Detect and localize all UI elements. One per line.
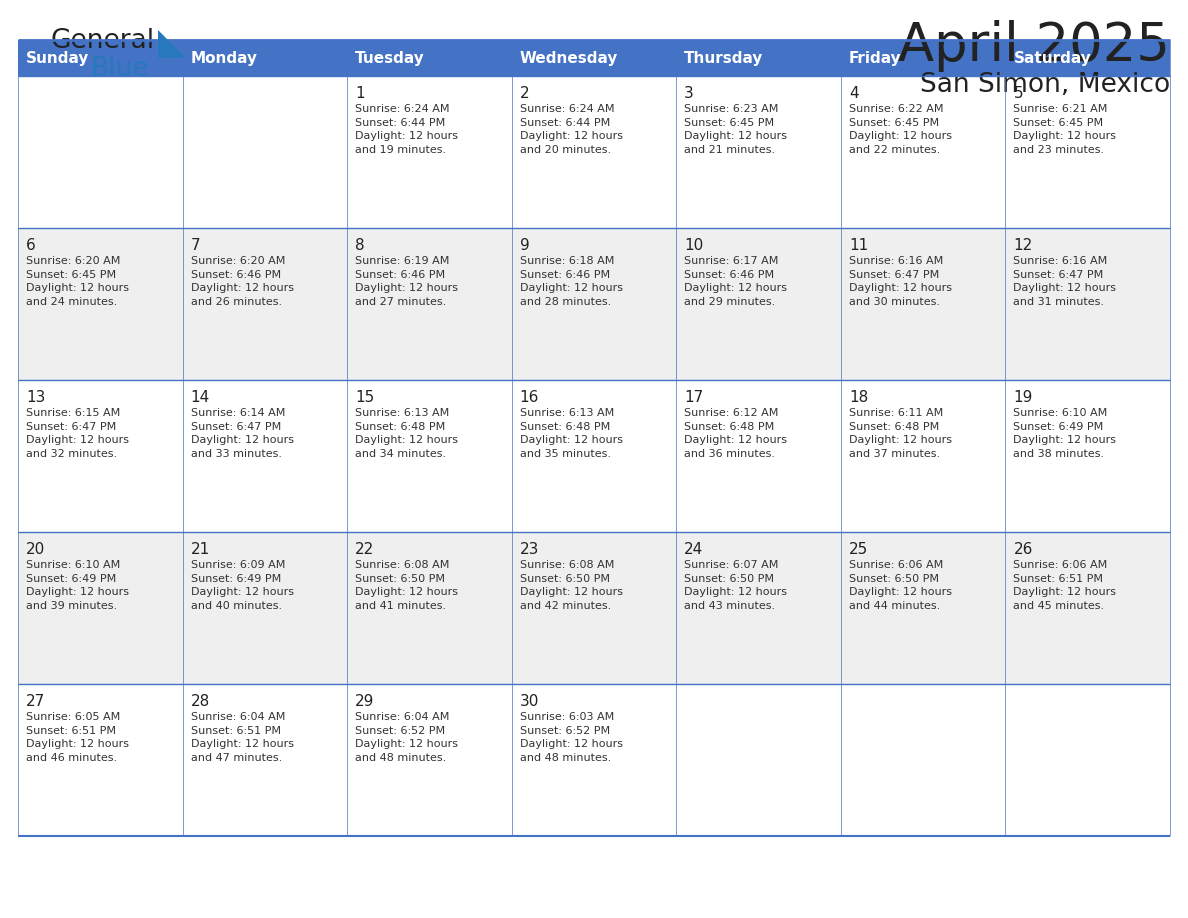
Bar — [18, 532, 1170, 684]
Text: 21: 21 — [190, 542, 210, 557]
Text: 14: 14 — [190, 390, 210, 405]
Text: 6: 6 — [26, 238, 36, 253]
Text: Sunrise: 6:03 AM
Sunset: 6:52 PM
Daylight: 12 hours
and 48 minutes.: Sunrise: 6:03 AM Sunset: 6:52 PM Dayligh… — [519, 712, 623, 763]
Text: 19: 19 — [1013, 390, 1032, 405]
Text: 3: 3 — [684, 86, 694, 101]
Text: Sunrise: 6:07 AM
Sunset: 6:50 PM
Daylight: 12 hours
and 43 minutes.: Sunrise: 6:07 AM Sunset: 6:50 PM Dayligh… — [684, 560, 788, 610]
Text: Sunrise: 6:04 AM
Sunset: 6:52 PM
Daylight: 12 hours
and 48 minutes.: Sunrise: 6:04 AM Sunset: 6:52 PM Dayligh… — [355, 712, 459, 763]
Text: Sunrise: 6:10 AM
Sunset: 6:49 PM
Daylight: 12 hours
and 39 minutes.: Sunrise: 6:10 AM Sunset: 6:49 PM Dayligh… — [26, 560, 129, 610]
Text: 27: 27 — [26, 694, 45, 709]
Text: April 2025: April 2025 — [898, 20, 1170, 72]
Text: Sunrise: 6:13 AM
Sunset: 6:48 PM
Daylight: 12 hours
and 34 minutes.: Sunrise: 6:13 AM Sunset: 6:48 PM Dayligh… — [355, 408, 459, 459]
Text: Sunrise: 6:13 AM
Sunset: 6:48 PM
Daylight: 12 hours
and 35 minutes.: Sunrise: 6:13 AM Sunset: 6:48 PM Dayligh… — [519, 408, 623, 459]
Text: 13: 13 — [26, 390, 45, 405]
Text: 10: 10 — [684, 238, 703, 253]
Text: San Simon, Mexico: San Simon, Mexico — [920, 72, 1170, 98]
Text: Sunrise: 6:11 AM
Sunset: 6:48 PM
Daylight: 12 hours
and 37 minutes.: Sunrise: 6:11 AM Sunset: 6:48 PM Dayligh… — [849, 408, 952, 459]
Bar — [18, 380, 1170, 532]
Text: 1: 1 — [355, 86, 365, 101]
Text: Tuesday: Tuesday — [355, 50, 425, 65]
Text: Sunrise: 6:16 AM
Sunset: 6:47 PM
Daylight: 12 hours
and 30 minutes.: Sunrise: 6:16 AM Sunset: 6:47 PM Dayligh… — [849, 256, 952, 307]
Text: 20: 20 — [26, 542, 45, 557]
Text: Monday: Monday — [190, 50, 258, 65]
Text: Sunrise: 6:20 AM
Sunset: 6:45 PM
Daylight: 12 hours
and 24 minutes.: Sunrise: 6:20 AM Sunset: 6:45 PM Dayligh… — [26, 256, 129, 307]
Polygon shape — [158, 30, 187, 58]
Text: 26: 26 — [1013, 542, 1032, 557]
Text: 30: 30 — [519, 694, 539, 709]
Text: 8: 8 — [355, 238, 365, 253]
Text: General: General — [50, 28, 154, 54]
Bar — [18, 228, 1170, 380]
Text: Sunrise: 6:20 AM
Sunset: 6:46 PM
Daylight: 12 hours
and 26 minutes.: Sunrise: 6:20 AM Sunset: 6:46 PM Dayligh… — [190, 256, 293, 307]
Text: Sunrise: 6:04 AM
Sunset: 6:51 PM
Daylight: 12 hours
and 47 minutes.: Sunrise: 6:04 AM Sunset: 6:51 PM Dayligh… — [190, 712, 293, 763]
Text: Sunrise: 6:09 AM
Sunset: 6:49 PM
Daylight: 12 hours
and 40 minutes.: Sunrise: 6:09 AM Sunset: 6:49 PM Dayligh… — [190, 560, 293, 610]
Bar — [18, 40, 1170, 76]
Text: 22: 22 — [355, 542, 374, 557]
Text: Sunrise: 6:19 AM
Sunset: 6:46 PM
Daylight: 12 hours
and 27 minutes.: Sunrise: 6:19 AM Sunset: 6:46 PM Dayligh… — [355, 256, 459, 307]
Bar — [18, 684, 1170, 836]
Text: Sunrise: 6:05 AM
Sunset: 6:51 PM
Daylight: 12 hours
and 46 minutes.: Sunrise: 6:05 AM Sunset: 6:51 PM Dayligh… — [26, 712, 129, 763]
Text: Sunrise: 6:10 AM
Sunset: 6:49 PM
Daylight: 12 hours
and 38 minutes.: Sunrise: 6:10 AM Sunset: 6:49 PM Dayligh… — [1013, 408, 1117, 459]
Text: 18: 18 — [849, 390, 868, 405]
Text: 11: 11 — [849, 238, 868, 253]
Text: 23: 23 — [519, 542, 539, 557]
Text: 17: 17 — [684, 390, 703, 405]
Text: 16: 16 — [519, 390, 539, 405]
Text: 4: 4 — [849, 86, 859, 101]
Text: Sunrise: 6:22 AM
Sunset: 6:45 PM
Daylight: 12 hours
and 22 minutes.: Sunrise: 6:22 AM Sunset: 6:45 PM Dayligh… — [849, 104, 952, 155]
Text: 9: 9 — [519, 238, 530, 253]
Text: 24: 24 — [684, 542, 703, 557]
Text: Sunrise: 6:18 AM
Sunset: 6:46 PM
Daylight: 12 hours
and 28 minutes.: Sunrise: 6:18 AM Sunset: 6:46 PM Dayligh… — [519, 256, 623, 307]
Text: Friday: Friday — [849, 50, 902, 65]
Text: 28: 28 — [190, 694, 210, 709]
Text: 12: 12 — [1013, 238, 1032, 253]
Text: Blue: Blue — [90, 56, 148, 82]
Text: Sunrise: 6:15 AM
Sunset: 6:47 PM
Daylight: 12 hours
and 32 minutes.: Sunrise: 6:15 AM Sunset: 6:47 PM Dayligh… — [26, 408, 129, 459]
Text: Thursday: Thursday — [684, 50, 764, 65]
Text: Sunrise: 6:17 AM
Sunset: 6:46 PM
Daylight: 12 hours
and 29 minutes.: Sunrise: 6:17 AM Sunset: 6:46 PM Dayligh… — [684, 256, 788, 307]
Text: 5: 5 — [1013, 86, 1023, 101]
Text: Sunday: Sunday — [26, 50, 89, 65]
Text: Sunrise: 6:14 AM
Sunset: 6:47 PM
Daylight: 12 hours
and 33 minutes.: Sunrise: 6:14 AM Sunset: 6:47 PM Dayligh… — [190, 408, 293, 459]
Text: Sunrise: 6:06 AM
Sunset: 6:50 PM
Daylight: 12 hours
and 44 minutes.: Sunrise: 6:06 AM Sunset: 6:50 PM Dayligh… — [849, 560, 952, 610]
Text: 29: 29 — [355, 694, 374, 709]
Text: Sunrise: 6:12 AM
Sunset: 6:48 PM
Daylight: 12 hours
and 36 minutes.: Sunrise: 6:12 AM Sunset: 6:48 PM Dayligh… — [684, 408, 788, 459]
Text: Sunrise: 6:16 AM
Sunset: 6:47 PM
Daylight: 12 hours
and 31 minutes.: Sunrise: 6:16 AM Sunset: 6:47 PM Dayligh… — [1013, 256, 1117, 307]
Bar — [18, 76, 1170, 228]
Text: Wednesday: Wednesday — [519, 50, 618, 65]
Text: 25: 25 — [849, 542, 868, 557]
Text: Sunrise: 6:23 AM
Sunset: 6:45 PM
Daylight: 12 hours
and 21 minutes.: Sunrise: 6:23 AM Sunset: 6:45 PM Dayligh… — [684, 104, 788, 155]
Text: Sunrise: 6:06 AM
Sunset: 6:51 PM
Daylight: 12 hours
and 45 minutes.: Sunrise: 6:06 AM Sunset: 6:51 PM Dayligh… — [1013, 560, 1117, 610]
Text: Saturday: Saturday — [1013, 50, 1092, 65]
Text: 7: 7 — [190, 238, 201, 253]
Text: Sunrise: 6:08 AM
Sunset: 6:50 PM
Daylight: 12 hours
and 41 minutes.: Sunrise: 6:08 AM Sunset: 6:50 PM Dayligh… — [355, 560, 459, 610]
Text: 2: 2 — [519, 86, 530, 101]
Text: Sunrise: 6:21 AM
Sunset: 6:45 PM
Daylight: 12 hours
and 23 minutes.: Sunrise: 6:21 AM Sunset: 6:45 PM Dayligh… — [1013, 104, 1117, 155]
Text: 15: 15 — [355, 390, 374, 405]
Text: Sunrise: 6:24 AM
Sunset: 6:44 PM
Daylight: 12 hours
and 19 minutes.: Sunrise: 6:24 AM Sunset: 6:44 PM Dayligh… — [355, 104, 459, 155]
Text: Sunrise: 6:08 AM
Sunset: 6:50 PM
Daylight: 12 hours
and 42 minutes.: Sunrise: 6:08 AM Sunset: 6:50 PM Dayligh… — [519, 560, 623, 610]
Text: Sunrise: 6:24 AM
Sunset: 6:44 PM
Daylight: 12 hours
and 20 minutes.: Sunrise: 6:24 AM Sunset: 6:44 PM Dayligh… — [519, 104, 623, 155]
